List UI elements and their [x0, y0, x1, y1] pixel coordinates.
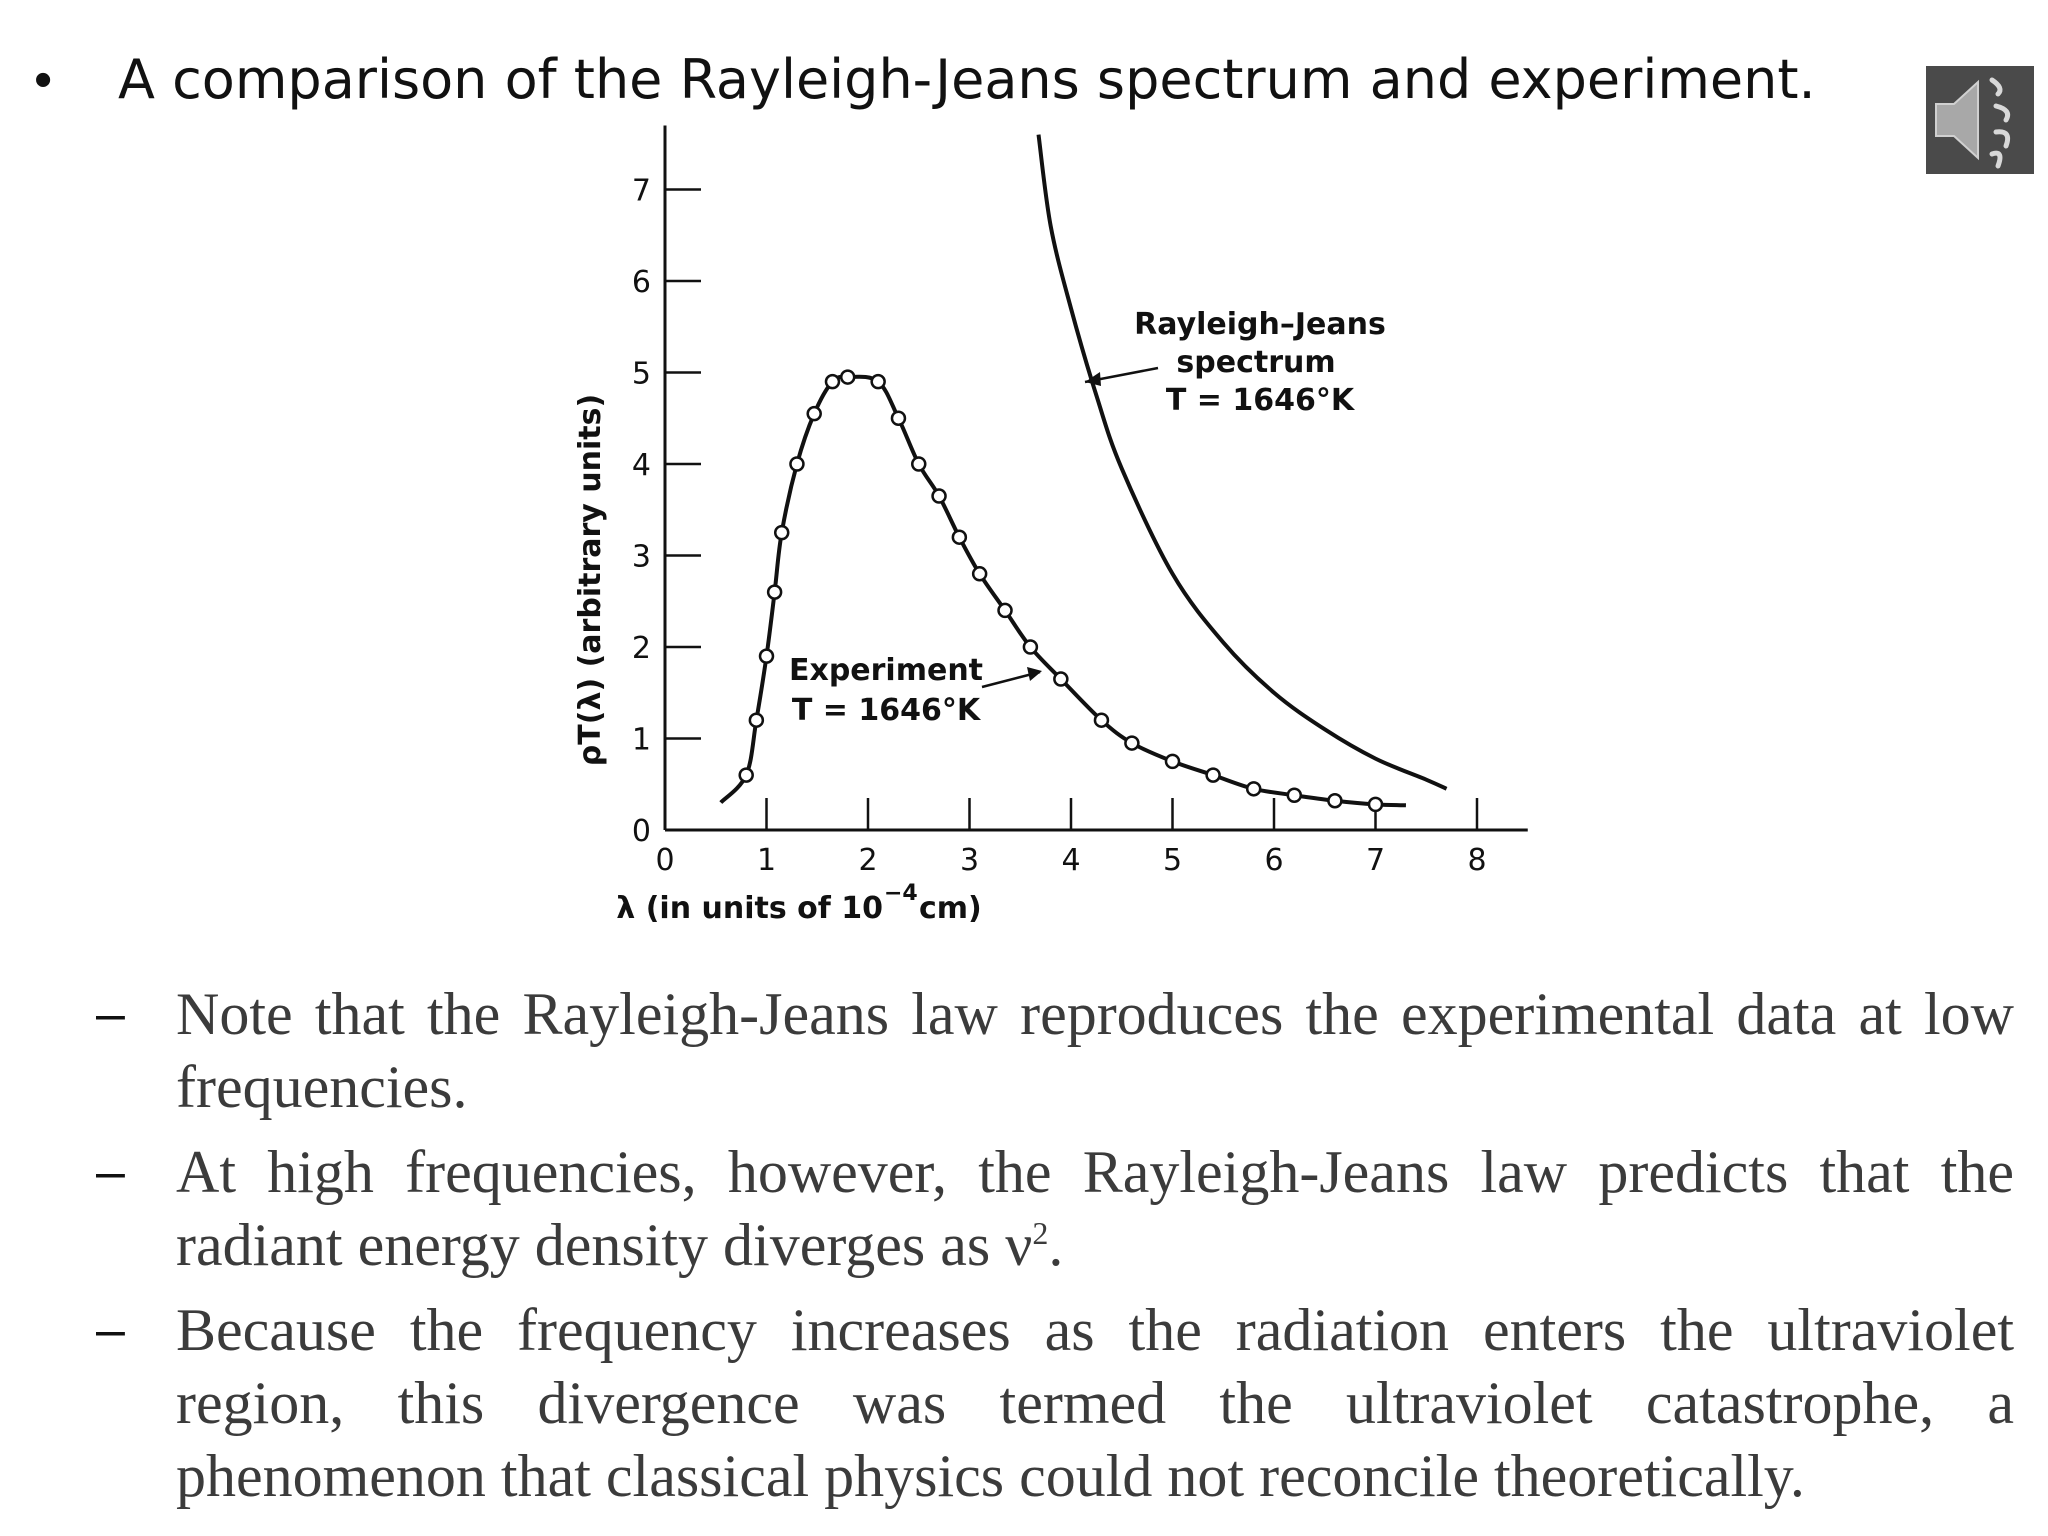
chart-svg: 0 1 2 3 4 5 6 7 0 1 2 3 4 5 6 7 8 ρT(λ) (arbitrary units… — [573, 125, 1528, 926]
x-axis-label-end: cm) — [919, 891, 982, 926]
spectrum-chart: 0 1 2 3 4 5 6 7 0 1 2 3 4 5 6 7 8 ρT(λ) (arbitrary units… — [560, 120, 1540, 950]
experiment-data-point — [789, 456, 805, 472]
x-tick-label: 0 — [655, 843, 674, 878]
experiment-pointer-arrowhead — [1027, 667, 1042, 681]
experiment-data-point — [1205, 767, 1221, 783]
x-axis-label-main: λ (in units of 10 — [616, 891, 883, 926]
y-tick-label: 1 — [632, 723, 651, 758]
experiment-data-point — [1327, 792, 1343, 809]
bullet-dash: – — [96, 985, 125, 1043]
x-tick-label: 1 — [757, 843, 776, 878]
y-tick-label: 3 — [632, 540, 651, 575]
experiment-data-point — [870, 373, 886, 390]
experiment-curve — [719, 374, 1407, 808]
bullet-text: Note that the Rayleigh-Jeans law reprodu… — [176, 981, 2014, 1120]
speaker-icon — [1935, 77, 2011, 169]
experiment-data-point — [971, 566, 988, 582]
experiment-data-point — [766, 584, 783, 600]
x-tick-label: 5 — [1163, 843, 1182, 878]
rj-annotation-line3: T = 1646°K — [1166, 383, 1356, 418]
experiment-annotation-line2: T = 1646°K — [792, 693, 982, 728]
experiment-markers — [738, 369, 1384, 813]
experiment-data-point — [1022, 639, 1039, 655]
experiment-data-point — [997, 602, 1013, 619]
rj-annotation-line2: spectrum — [1176, 345, 1335, 380]
y-axis-label: ρT(λ) (arbitrary units) — [573, 394, 608, 766]
experiment-data-point — [911, 456, 927, 472]
y-tick-label: 6 — [632, 265, 651, 300]
experiment-data-point — [1053, 671, 1069, 687]
experiment-data-point — [1164, 753, 1181, 770]
curves — [719, 134, 1448, 808]
rayleigh-jeans-curve — [1036, 134, 1448, 791]
experiment-data-point — [1124, 735, 1140, 751]
rj-pointer-arrowhead — [1085, 372, 1101, 386]
experiment-data-point — [806, 405, 822, 422]
x-tick-label: 4 — [1061, 843, 1080, 878]
bullet-dash: – — [96, 1143, 125, 1201]
title-bullet: • — [34, 51, 53, 109]
bullet-text: Because the frequency increases as the r… — [176, 1297, 2014, 1509]
superscript-two: 2 — [1032, 1215, 1049, 1251]
x-tick-label: 8 — [1467, 843, 1486, 878]
experiment-annotation-line1: Experiment — [789, 653, 983, 688]
experiment-data-point — [758, 648, 775, 664]
experiment-data-point — [890, 410, 907, 426]
experiment-data-point — [773, 524, 790, 541]
bullet-period: . — [1048, 1212, 1064, 1278]
experiment-data-point — [1367, 796, 1384, 813]
tick-marks: 0 1 2 3 4 5 6 7 0 1 2 3 4 5 6 7 8 — [632, 174, 1487, 879]
bullet-item-1: – Note that the Rayleigh-Jeans law repro… — [96, 978, 2014, 1124]
axes — [663, 125, 1528, 832]
x-tick-label: 2 — [858, 843, 877, 878]
x-tick-label: 6 — [1264, 843, 1283, 878]
bullet-item-3: – Because the frequency increases as the… — [96, 1294, 2014, 1513]
audio-button[interactable] — [1926, 66, 2034, 174]
experiment-data-point — [839, 369, 856, 385]
experiment-data-point — [824, 373, 841, 390]
y-tick-label: 4 — [632, 448, 651, 483]
experiment-data-point — [748, 712, 765, 728]
x-tick-label: 7 — [1366, 843, 1385, 878]
experiment-data-point — [738, 767, 754, 783]
y-tick-label: 7 — [632, 174, 651, 209]
experiment-data-point — [951, 529, 968, 545]
experiment-data-point — [931, 488, 947, 504]
experiment-data-point — [1093, 712, 1110, 728]
slide-title: A comparison of the Rayleigh-Jeans spect… — [118, 48, 1816, 111]
rj-annotation-line1: Rayleigh–Jeans — [1134, 307, 1386, 342]
y-tick-label: 0 — [632, 814, 651, 849]
bullet-item-2: – At high frequencies, however, the Rayl… — [96, 1136, 2014, 1282]
y-tick-label: 5 — [632, 357, 651, 392]
experiment-data-point — [1245, 781, 1262, 797]
bullet-dash: – — [96, 1301, 125, 1359]
bullet-text: At high frequencies, however, the Raylei… — [176, 1139, 2014, 1278]
x-tick-label: 3 — [960, 843, 979, 878]
y-tick-label: 2 — [632, 631, 651, 666]
experiment-data-point — [1286, 787, 1303, 803]
x-axis-label-sup: −4 — [884, 881, 918, 906]
bullet-list: – Note that the Rayleigh-Jeans law repro… — [96, 978, 2014, 1525]
